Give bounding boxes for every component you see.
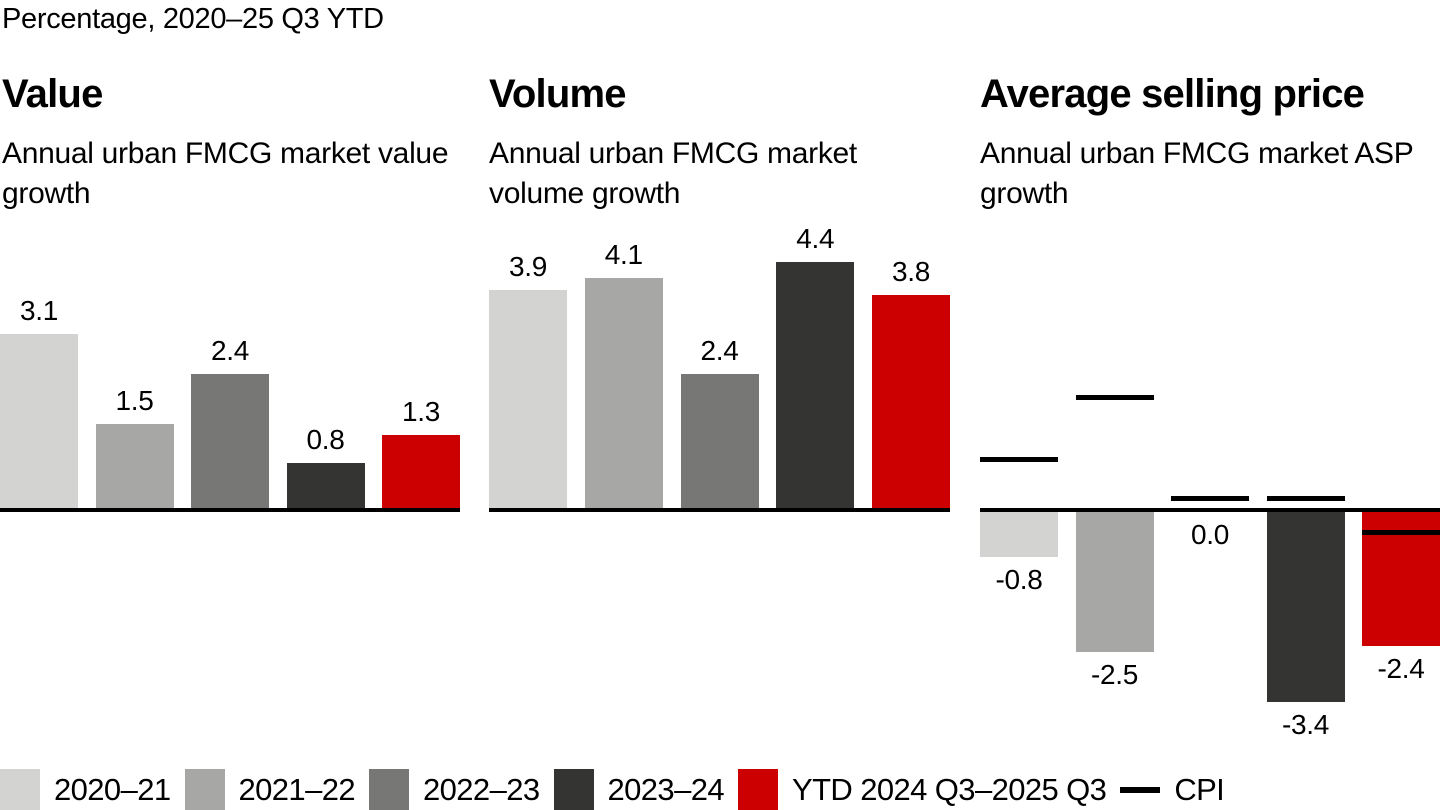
legend-item-label: 2023–24 <box>607 771 725 807</box>
bar <box>776 261 855 508</box>
bar <box>0 334 78 508</box>
legend-swatch <box>369 769 409 810</box>
legend-swatch <box>0 769 40 810</box>
legend-swatch <box>553 769 594 810</box>
x-axis <box>489 508 950 512</box>
cpi-marker <box>1266 496 1345 502</box>
bar <box>584 278 663 508</box>
bar-value-label: -2.4 <box>1377 653 1425 685</box>
asp-panel-subtitle: Annual urban FMCG market ASP growth <box>980 137 1413 210</box>
bar <box>1266 512 1345 703</box>
bar-value-label: 0.0 <box>1190 519 1230 550</box>
bar-value-label: 3.9 <box>508 250 548 282</box>
bar-value-label: 3.1 <box>19 295 59 327</box>
legend-item-label: 2021–22 <box>238 771 356 807</box>
bar-value-label: 1.5 <box>115 385 154 416</box>
bar <box>980 512 1058 557</box>
bar-value-label: 2.4 <box>700 334 739 366</box>
volume-panel-subtitle: Annual urban FMCG market volume growth <box>489 137 857 210</box>
x-axis <box>0 508 460 512</box>
bar-value-label: 4.4 <box>796 222 835 254</box>
asp-panel-title: Average selling price <box>980 72 1365 116</box>
legend-swatch <box>184 769 225 810</box>
x-axis <box>980 508 1440 512</box>
bar-value-label: -2.5 <box>1090 659 1139 690</box>
bar-value-label: 1.3 <box>401 396 441 428</box>
bar-value-label: 3.8 <box>891 256 931 288</box>
bar-value-label: 4.1 <box>604 239 643 271</box>
bar-value-label: -3.4 <box>1281 709 1330 741</box>
legend-item-label: 2022–23 <box>423 771 540 807</box>
legend-item-label: YTD 2024 Q3–2025 Q3 <box>792 771 1107 807</box>
cpi-marker <box>1362 530 1440 536</box>
bar-value-label: -0.8 <box>995 563 1043 595</box>
cpi-marker <box>1171 496 1249 502</box>
cpi-marker <box>980 456 1058 462</box>
bar <box>382 435 460 508</box>
legend-cpi-label: CPI <box>1174 771 1225 807</box>
bar <box>95 424 174 508</box>
volume-panel-title: Volume <box>489 72 627 116</box>
legend: 2020–21 2021–22 2022–23 2023–24 YTD 2024 Q3–… <box>0 769 1225 810</box>
bar-value-label: 0.8 <box>306 424 345 456</box>
bar <box>680 373 759 508</box>
cpi-marker <box>1075 394 1154 400</box>
bar <box>191 373 269 508</box>
legend-item-label: 2020–21 <box>54 771 171 807</box>
bar <box>872 295 950 508</box>
legend-swatch <box>738 769 778 810</box>
bar <box>286 463 365 508</box>
value-panel-subtitle: Annual urban FMCG market value growth <box>2 137 449 210</box>
bar-value-label: 2.4 <box>210 334 250 366</box>
value-panel-title: Value <box>2 72 103 116</box>
bar <box>489 289 567 508</box>
chart-units-kicker: Percentage, 2020–25 Q3 YTD <box>2 3 384 35</box>
bar <box>1075 512 1154 652</box>
cpi-line-icon <box>1120 786 1161 793</box>
